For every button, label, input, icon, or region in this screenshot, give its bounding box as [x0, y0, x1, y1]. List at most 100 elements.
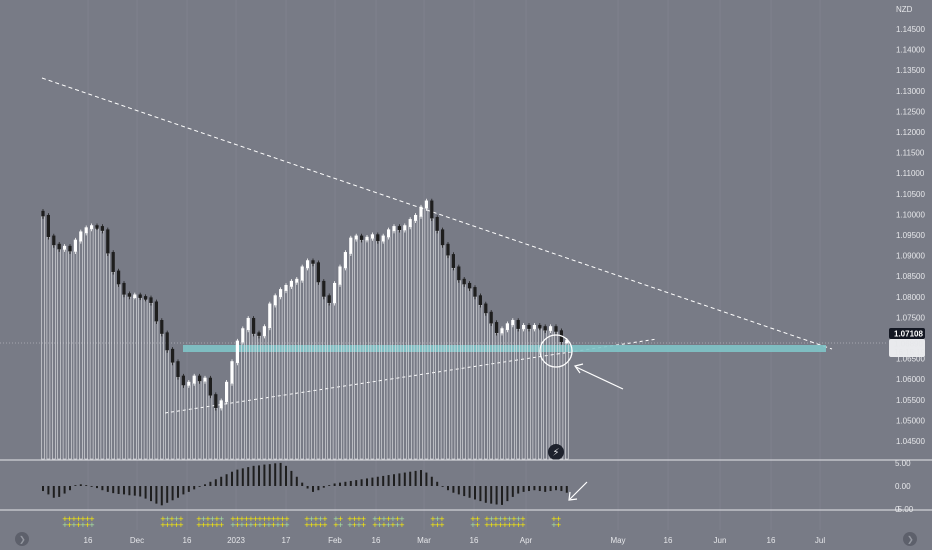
- candle-body: [343, 252, 347, 268]
- candle-body: [52, 235, 56, 246]
- currency-label: NZD: [896, 5, 913, 14]
- macd-bar: [328, 485, 331, 486]
- signal-marker: +: [381, 515, 387, 523]
- lightning-icon-bg[interactable]: [548, 444, 564, 460]
- macd-bar: [501, 486, 503, 505]
- macd-bar: [241, 468, 244, 486]
- macd-bar: [209, 481, 212, 486]
- candle-body: [284, 285, 288, 291]
- settings-icon[interactable]: [903, 532, 917, 546]
- signal-marker: +: [67, 521, 73, 529]
- macd-bar: [495, 486, 498, 505]
- x-tick-label: 2023: [227, 536, 245, 545]
- signal-marker: +: [511, 521, 517, 529]
- macd-bar: [414, 470, 417, 486]
- macd-bar: [144, 486, 147, 499]
- signal-marker: +: [475, 515, 481, 523]
- signal-marker: +: [165, 521, 171, 529]
- macd-bar: [317, 486, 320, 491]
- macd-bar: [79, 484, 82, 486]
- time-axis[interactable]: 16 Dec 16 2023 17 Feb 16 Mar 16 Apr May 16 Jun 16 Jul: [84, 536, 826, 545]
- macd-bar: [139, 486, 142, 497]
- candle-body: [117, 270, 121, 285]
- signal-marker: +: [489, 515, 495, 523]
- signal-marker: +: [516, 521, 522, 529]
- x-tick-label: Feb: [328, 536, 342, 545]
- macd-arrow[interactable]: [569, 481, 588, 500]
- candle-body: [473, 287, 477, 297]
- highlight-circle[interactable]: [539, 334, 573, 368]
- candle-body: [511, 320, 515, 325]
- signal-marker: +: [372, 521, 378, 529]
- candle-body: [306, 260, 310, 268]
- candle-body: [127, 293, 131, 297]
- pointer-arrow[interactable]: [575, 366, 624, 390]
- y-tick-label: 1.09500: [896, 231, 925, 240]
- signal-marker: +: [361, 515, 367, 523]
- x-tick-label: Jun: [714, 536, 727, 545]
- macd-bar: [463, 486, 466, 497]
- countdown-text: 16:15:19: [894, 348, 926, 357]
- signal-marker: +: [352, 515, 358, 523]
- signal-marker: +: [304, 521, 310, 529]
- signal-marker: +: [318, 515, 324, 523]
- upper-trendline[interactable]: [41, 77, 833, 350]
- y-tick-label: 1.10500: [896, 190, 925, 199]
- macd-bar: [252, 465, 255, 486]
- tradingview-logo-icon[interactable]: [15, 532, 29, 546]
- signal-marker: +: [386, 515, 392, 523]
- macd-bar: [517, 486, 520, 494]
- candle-body: [522, 324, 526, 329]
- y-tick-label: 1.08000: [896, 293, 925, 302]
- candle-body: [181, 375, 185, 386]
- candle-body: [505, 323, 509, 330]
- candle-body: [349, 237, 353, 254]
- y-tick-label: 1.07500: [896, 313, 925, 322]
- candle-body: [165, 332, 169, 351]
- candle-body: [430, 200, 434, 219]
- macd-bar: [220, 476, 223, 486]
- candle-body: [316, 262, 320, 283]
- candle-body: [171, 348, 175, 363]
- macd-bar: [150, 486, 152, 502]
- signal-marker: +: [313, 515, 319, 523]
- support-zone[interactable]: [183, 345, 826, 352]
- candle-body: [354, 235, 358, 240]
- signal-marker: +: [262, 521, 268, 529]
- macd-bar: [101, 486, 104, 491]
- signal-marker: +: [347, 515, 353, 523]
- price-tags: 1.07108 1.06890 16:15:19: [889, 328, 926, 357]
- price-axis[interactable]: NZD 1.14500 1.14000 1.13500 1.13000 1.12500 1…: [896, 5, 925, 446]
- signal-marker: +: [174, 521, 180, 529]
- candle-body: [532, 324, 536, 329]
- x-tick-label: Dec: [130, 536, 144, 545]
- signal-marker: +: [493, 521, 499, 529]
- y-tick-label: 1.12000: [896, 128, 925, 137]
- y-tick-label: 1.10000: [896, 210, 925, 219]
- y-tick-label: 1.13000: [896, 87, 925, 96]
- x-tick-label: 16: [767, 536, 776, 545]
- macd-bar: [106, 486, 109, 492]
- macd-bar: [339, 482, 341, 486]
- macd-bar: [258, 465, 260, 486]
- macd-pane: 5.000.00-5.00: [42, 459, 914, 514]
- macd-arrow-head: [568, 491, 578, 501]
- macd-bar: [247, 467, 250, 486]
- price-mark-text: 1.06890: [894, 340, 923, 349]
- signal-marker: +: [89, 515, 95, 523]
- candle-body: [214, 394, 218, 409]
- macd-bar: [484, 486, 487, 503]
- candle-body: [419, 206, 423, 217]
- macd-bar: [279, 462, 282, 486]
- y-tick-label: 1.04500: [896, 437, 925, 446]
- signal-marker: +: [262, 515, 268, 523]
- macd-bar: [506, 486, 509, 502]
- y-tick-label: 1.14500: [896, 25, 925, 34]
- signal-marker: +: [493, 515, 499, 523]
- y-tick-label: 1.06500: [896, 355, 925, 364]
- signal-marker: +: [551, 521, 557, 529]
- signal-marker: +: [239, 515, 245, 523]
- candle-body: [84, 227, 88, 233]
- signal-marker: +: [205, 521, 211, 529]
